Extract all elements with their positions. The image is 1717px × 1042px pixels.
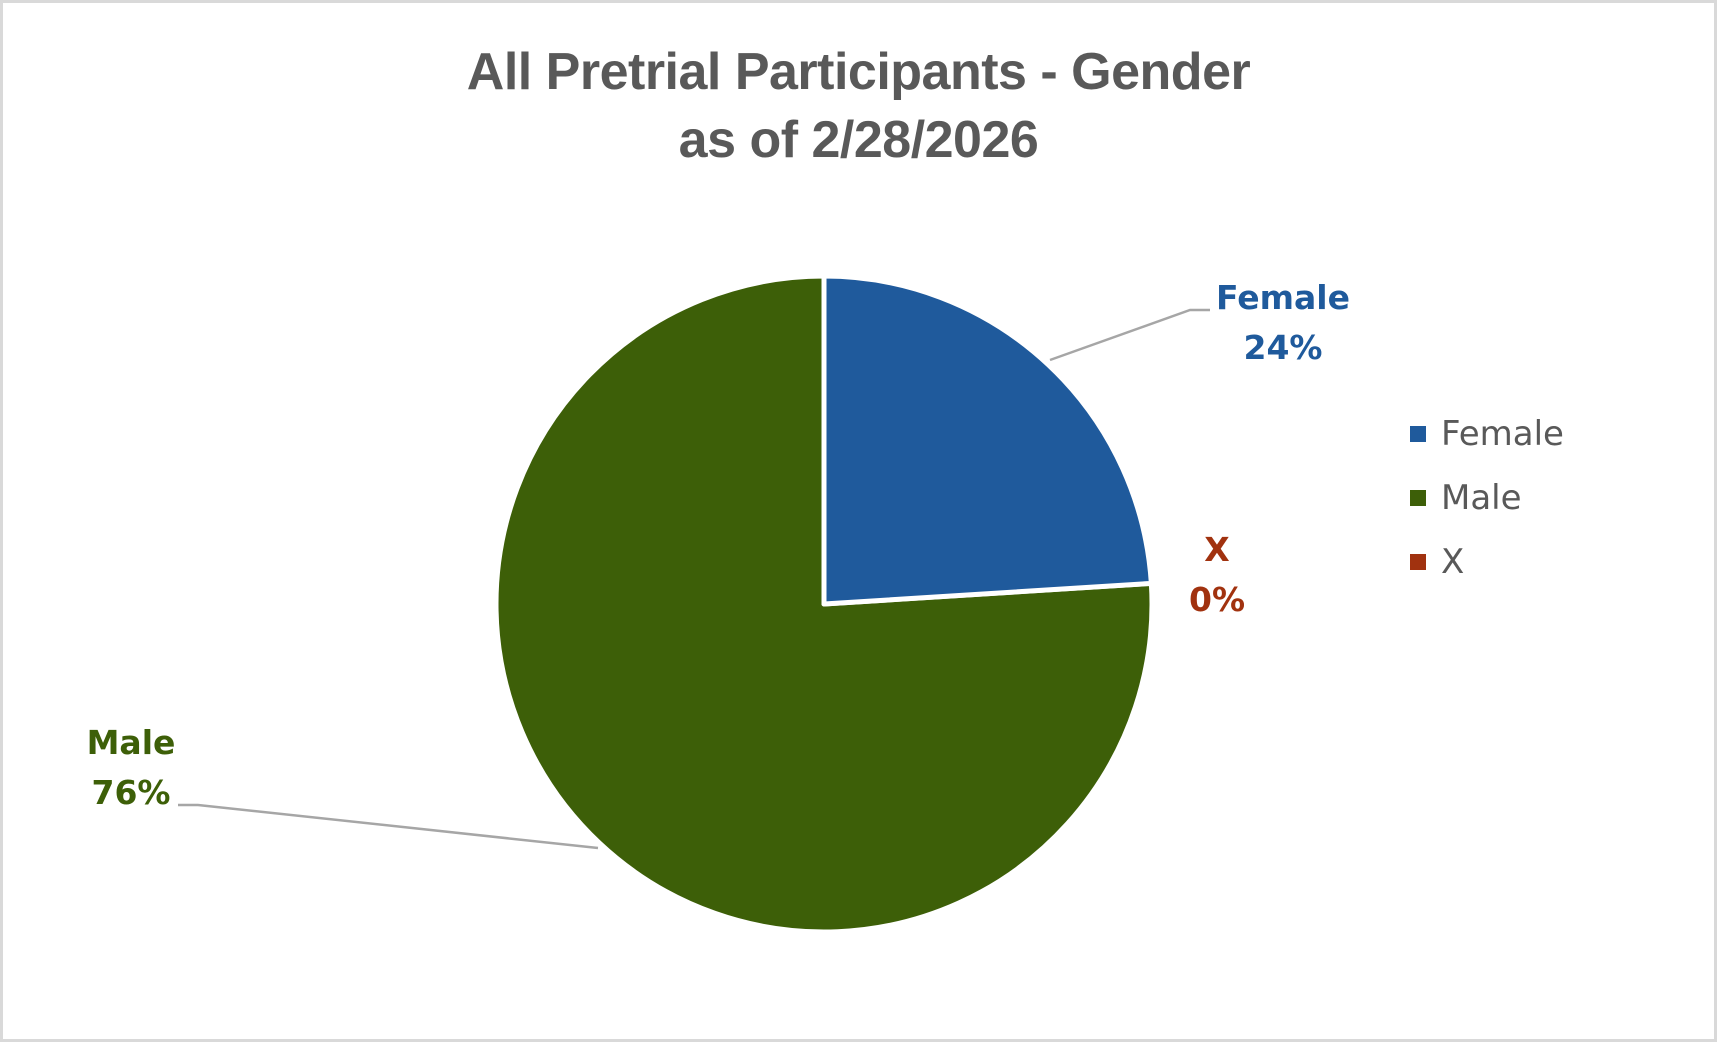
legend-swatch-x-icon bbox=[1410, 554, 1426, 570]
data-label-female-pct: 24% bbox=[1243, 328, 1323, 367]
legend-item-x[interactable]: X bbox=[1410, 530, 1564, 594]
chart-legend: Female Male X bbox=[1410, 402, 1564, 594]
legend-label-x: X bbox=[1441, 542, 1465, 582]
data-label-x: X 0% bbox=[1189, 525, 1245, 625]
legend-label-male: Male bbox=[1441, 478, 1522, 518]
legend-label-female: Female bbox=[1441, 414, 1564, 454]
pie-slice-female[interactable] bbox=[821, 273, 1154, 607]
leader-line-male bbox=[178, 803, 599, 850]
data-label-male-pct: 76% bbox=[91, 773, 171, 812]
data-label-female: Female 24% bbox=[1216, 273, 1350, 373]
data-label-male-name: Male bbox=[86, 723, 176, 762]
data-label-female-name: Female bbox=[1216, 278, 1350, 317]
legend-swatch-male-icon bbox=[1410, 490, 1426, 506]
leader-line-female bbox=[1049, 308, 1210, 362]
chart-title: All Pretrial Participants - Gender as of… bbox=[0, 38, 1717, 174]
legend-item-female[interactable]: Female bbox=[1410, 402, 1564, 466]
data-label-x-name: X bbox=[1204, 530, 1230, 569]
chart-title-line1: All Pretrial Participants - Gender bbox=[466, 43, 1251, 101]
chart-title-line2: as of 2/28/2026 bbox=[678, 111, 1039, 169]
data-label-male: Male 76% bbox=[87, 718, 176, 818]
legend-item-male[interactable]: Male bbox=[1410, 466, 1564, 530]
legend-swatch-female-icon bbox=[1410, 426, 1426, 442]
data-label-x-pct: 0% bbox=[1188, 580, 1246, 619]
